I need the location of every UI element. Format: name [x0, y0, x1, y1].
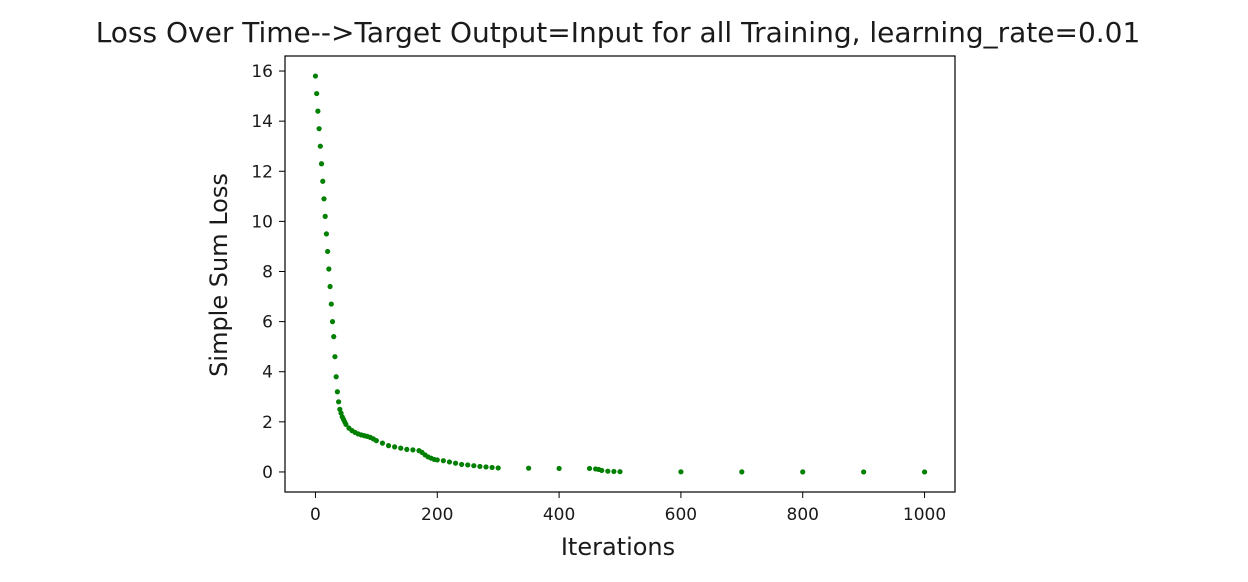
- data-point: [440, 458, 446, 464]
- data-point: [322, 213, 328, 219]
- data-point: [678, 469, 684, 475]
- data-point: [331, 334, 337, 340]
- data-point: [328, 301, 334, 307]
- y-tick-label: 14: [251, 112, 273, 132]
- y-tick-label: 0: [262, 463, 273, 483]
- data-point: [459, 461, 465, 468]
- y-tick-label: 8: [262, 262, 273, 282]
- data-point: [385, 443, 392, 449]
- data-point: [379, 440, 386, 446]
- data-point: [921, 469, 928, 475]
- data-point: [343, 421, 349, 427]
- data-point: [556, 465, 562, 472]
- data-point: [325, 248, 331, 255]
- y-tick-label: 6: [262, 313, 273, 333]
- x-axis-label: Iterations: [561, 533, 675, 561]
- data-point: [392, 444, 398, 450]
- data-point: [526, 465, 532, 471]
- data-point: [373, 438, 379, 444]
- y-tick-label: 12: [251, 162, 273, 182]
- y-ticks: 0 2 4 6 8 10 12 14 16: [251, 62, 285, 483]
- data-point: [336, 399, 342, 405]
- data-point: [489, 464, 495, 471]
- data-point: [452, 460, 459, 466]
- x-tick-label: 1000: [903, 505, 946, 525]
- chart-title: Loss Over Time-->Target Output=Input for…: [96, 16, 1141, 49]
- data-point: [320, 178, 326, 184]
- data-point: [404, 446, 410, 453]
- data-point: [599, 467, 605, 474]
- data-point: [327, 283, 333, 290]
- y-tick-label: 2: [262, 413, 273, 433]
- x-ticks: 0 200 400 600 800 1000: [310, 492, 946, 525]
- y-tick-label: 16: [251, 62, 273, 82]
- data-point: [315, 108, 321, 114]
- data-point: [326, 266, 332, 272]
- x-tick-label: 400: [543, 505, 575, 525]
- data-point: [410, 447, 416, 453]
- data-point: [333, 374, 339, 380]
- x-tick-label: 200: [421, 505, 453, 525]
- data-point: [334, 389, 340, 395]
- data-point: [321, 196, 327, 202]
- data-point: [318, 161, 325, 167]
- plot-frame: [284, 55, 956, 493]
- data-point: [605, 468, 611, 474]
- data-point: [323, 231, 330, 237]
- data-point: [332, 354, 338, 360]
- data-point: [861, 469, 867, 475]
- data-point: [317, 143, 323, 149]
- data-point: [314, 90, 320, 97]
- plot-area: [285, 56, 955, 492]
- data-point: [434, 457, 440, 463]
- y-axis-label: Simple Sum Loss: [205, 173, 233, 377]
- x-tick-label: 800: [787, 505, 819, 525]
- data-point: [316, 126, 322, 132]
- data-point: [329, 319, 336, 325]
- data-point: [483, 464, 489, 470]
- data-point: [312, 73, 319, 79]
- data-point: [471, 463, 477, 469]
- x-tick-label: 600: [665, 505, 697, 525]
- x-tick-label: 0: [310, 505, 321, 525]
- data-point: [465, 462, 471, 468]
- data-point: [800, 469, 806, 475]
- data-point: [586, 465, 593, 472]
- data-point: [739, 469, 745, 475]
- data-point: [495, 465, 501, 471]
- data-point: [398, 445, 404, 451]
- data-point: [611, 468, 617, 475]
- data-point: [617, 469, 623, 475]
- y-tick-label: 10: [251, 212, 273, 232]
- data-point: [446, 459, 453, 465]
- data-point: [477, 463, 483, 470]
- data-points: [312, 73, 928, 475]
- y-tick-label: 4: [262, 363, 273, 383]
